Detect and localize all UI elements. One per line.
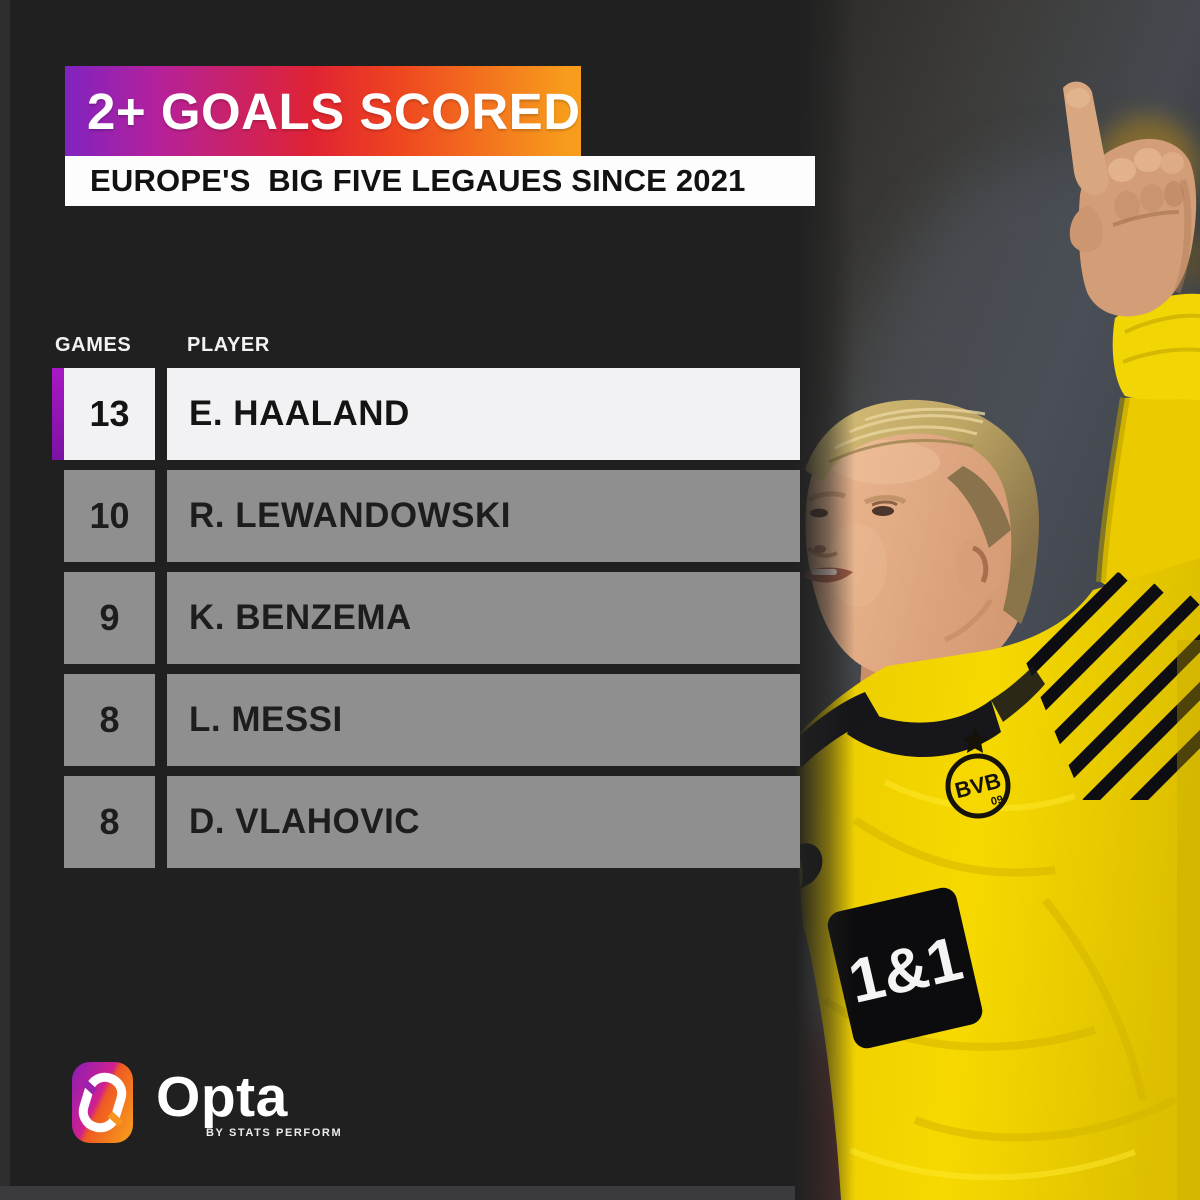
collar — [847, 700, 1001, 757]
sleeve-cuff — [1112, 293, 1200, 400]
column-label-player: PLAYER — [187, 334, 270, 356]
games-cell: 8 — [64, 674, 155, 766]
stats-table: 13 E. HAALAND 10 R. LEWANDOWSKI 9 K. BEN… — [52, 368, 800, 878]
index-finger — [1063, 81, 1109, 196]
jersey-torso: BVB 09 1&1 — [795, 558, 1200, 1200]
player-cell: E. HAALAND — [167, 368, 800, 460]
crest-number: 09 — [990, 794, 1005, 809]
player-cell: R. LEWANDOWSKI — [167, 470, 800, 562]
player-cell: L. MESSI — [167, 674, 800, 766]
column-label-games: GAMES — [55, 334, 132, 356]
left-edge-strip — [0, 0, 10, 1200]
games-cell: 8 — [64, 776, 155, 868]
ear — [956, 536, 1004, 596]
haaland-photo: BVB 09 1&1 — [795, 0, 1200, 1200]
opta-logo-text: Opta — [156, 1065, 288, 1129]
bottom-edge-strip — [0, 1186, 795, 1200]
crest-star — [962, 728, 988, 753]
eye-left — [872, 506, 894, 516]
shoulder-stripes — [1020, 572, 1200, 800]
bvb-crest: BVB 09 — [945, 728, 1011, 819]
face — [805, 401, 1036, 682]
page-subtitle: EUROPE'S BIG FIVE LEGAUES SINCE 2021 — [90, 163, 746, 198]
table-row: 8 D. VLAHOVIC — [64, 776, 800, 868]
page-title: 2+ GOALS SCORED — [87, 82, 581, 140]
undercut — [947, 466, 1011, 548]
games-cell: 9 — [64, 572, 155, 664]
opta-logo-icon — [72, 1062, 133, 1143]
games-cell: 13 — [64, 368, 155, 460]
title-banner: 2+ GOALS SCORED — [65, 66, 581, 156]
thumb — [1069, 205, 1104, 253]
opta-logo-subtext: BY STATS PERFORM — [206, 1127, 343, 1139]
player-cell: K. BENZEMA — [167, 572, 800, 664]
sponsor-badge: 1&1 — [827, 887, 983, 1049]
player-cell: D. VLAHOVIC — [167, 776, 800, 868]
haaland-head — [805, 399, 1040, 736]
table-row: 9 K. BENZEMA — [64, 572, 800, 664]
subtitle-bar: EUROPE'S BIG FIVE LEGAUES SINCE 2021 — [65, 156, 815, 206]
table-row: 13 E. HAALAND — [52, 368, 800, 460]
hair — [805, 399, 1040, 624]
table-row: 8 L. MESSI — [64, 674, 800, 766]
games-cell: 10 — [64, 470, 155, 562]
table-row: 10 R. LEWANDOWSKI — [64, 470, 800, 562]
